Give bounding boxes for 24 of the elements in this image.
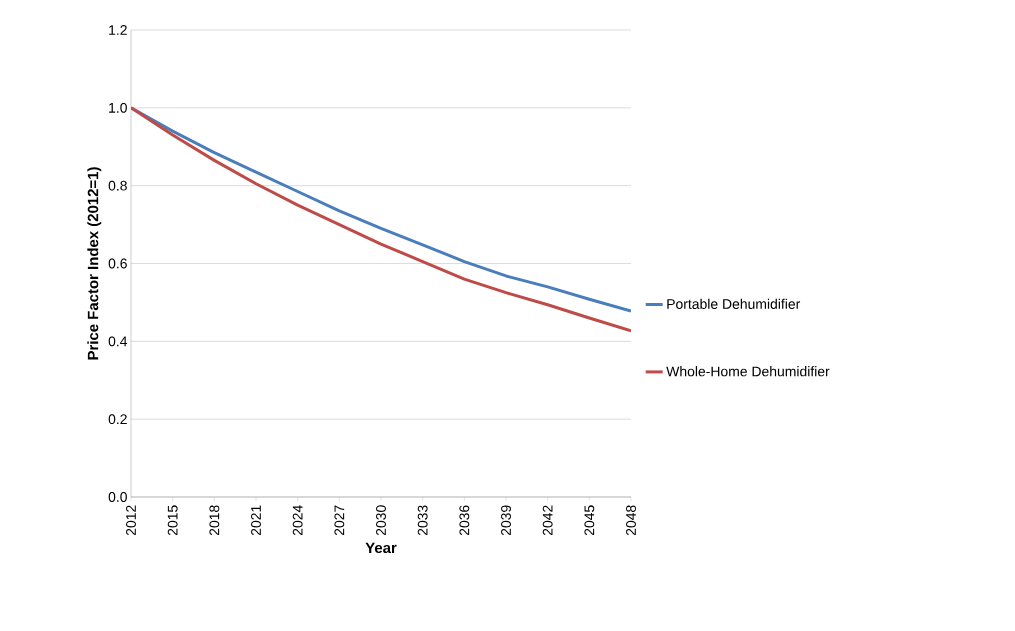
legend-label: Whole-Home Dehumidifier — [666, 366, 830, 377]
x-tick-label: 2027 — [334, 505, 345, 536]
x-tick-label: 2033 — [417, 505, 428, 536]
y-tick-label: 0.4 — [108, 336, 128, 347]
legend-label: Portable Dehumidifier — [667, 298, 801, 309]
y-tick-label: 0.0 — [108, 492, 127, 502]
x-tick-label: 2021 — [251, 505, 261, 536]
x-tick-label: 2036 — [459, 505, 470, 536]
x-tick-label: 2024 — [292, 505, 303, 536]
x-tick-label: 2045 — [584, 505, 595, 536]
y-tick-label: 1.0 — [109, 102, 127, 113]
x-axis-title: Year — [365, 542, 397, 554]
x-tick-label: 2030 — [376, 505, 386, 536]
y-tick-label: 0.2 — [108, 414, 127, 425]
x-tick-label: 2018 — [209, 505, 220, 536]
x-tick-label: 2039 — [501, 505, 511, 536]
x-tick-label: 2048 — [626, 505, 636, 536]
x-tick-label: 2042 — [542, 505, 553, 536]
y-tick-label: 0.6 — [108, 258, 127, 269]
y-axis-title: Price Factor Index (2012=1) — [87, 167, 102, 360]
x-tick-label: 2015 — [167, 505, 178, 536]
y-tick-label: 1.2 — [109, 25, 127, 35]
y-tick-label: 0.8 — [108, 180, 127, 191]
x-tick-label: 2012 — [126, 505, 136, 536]
